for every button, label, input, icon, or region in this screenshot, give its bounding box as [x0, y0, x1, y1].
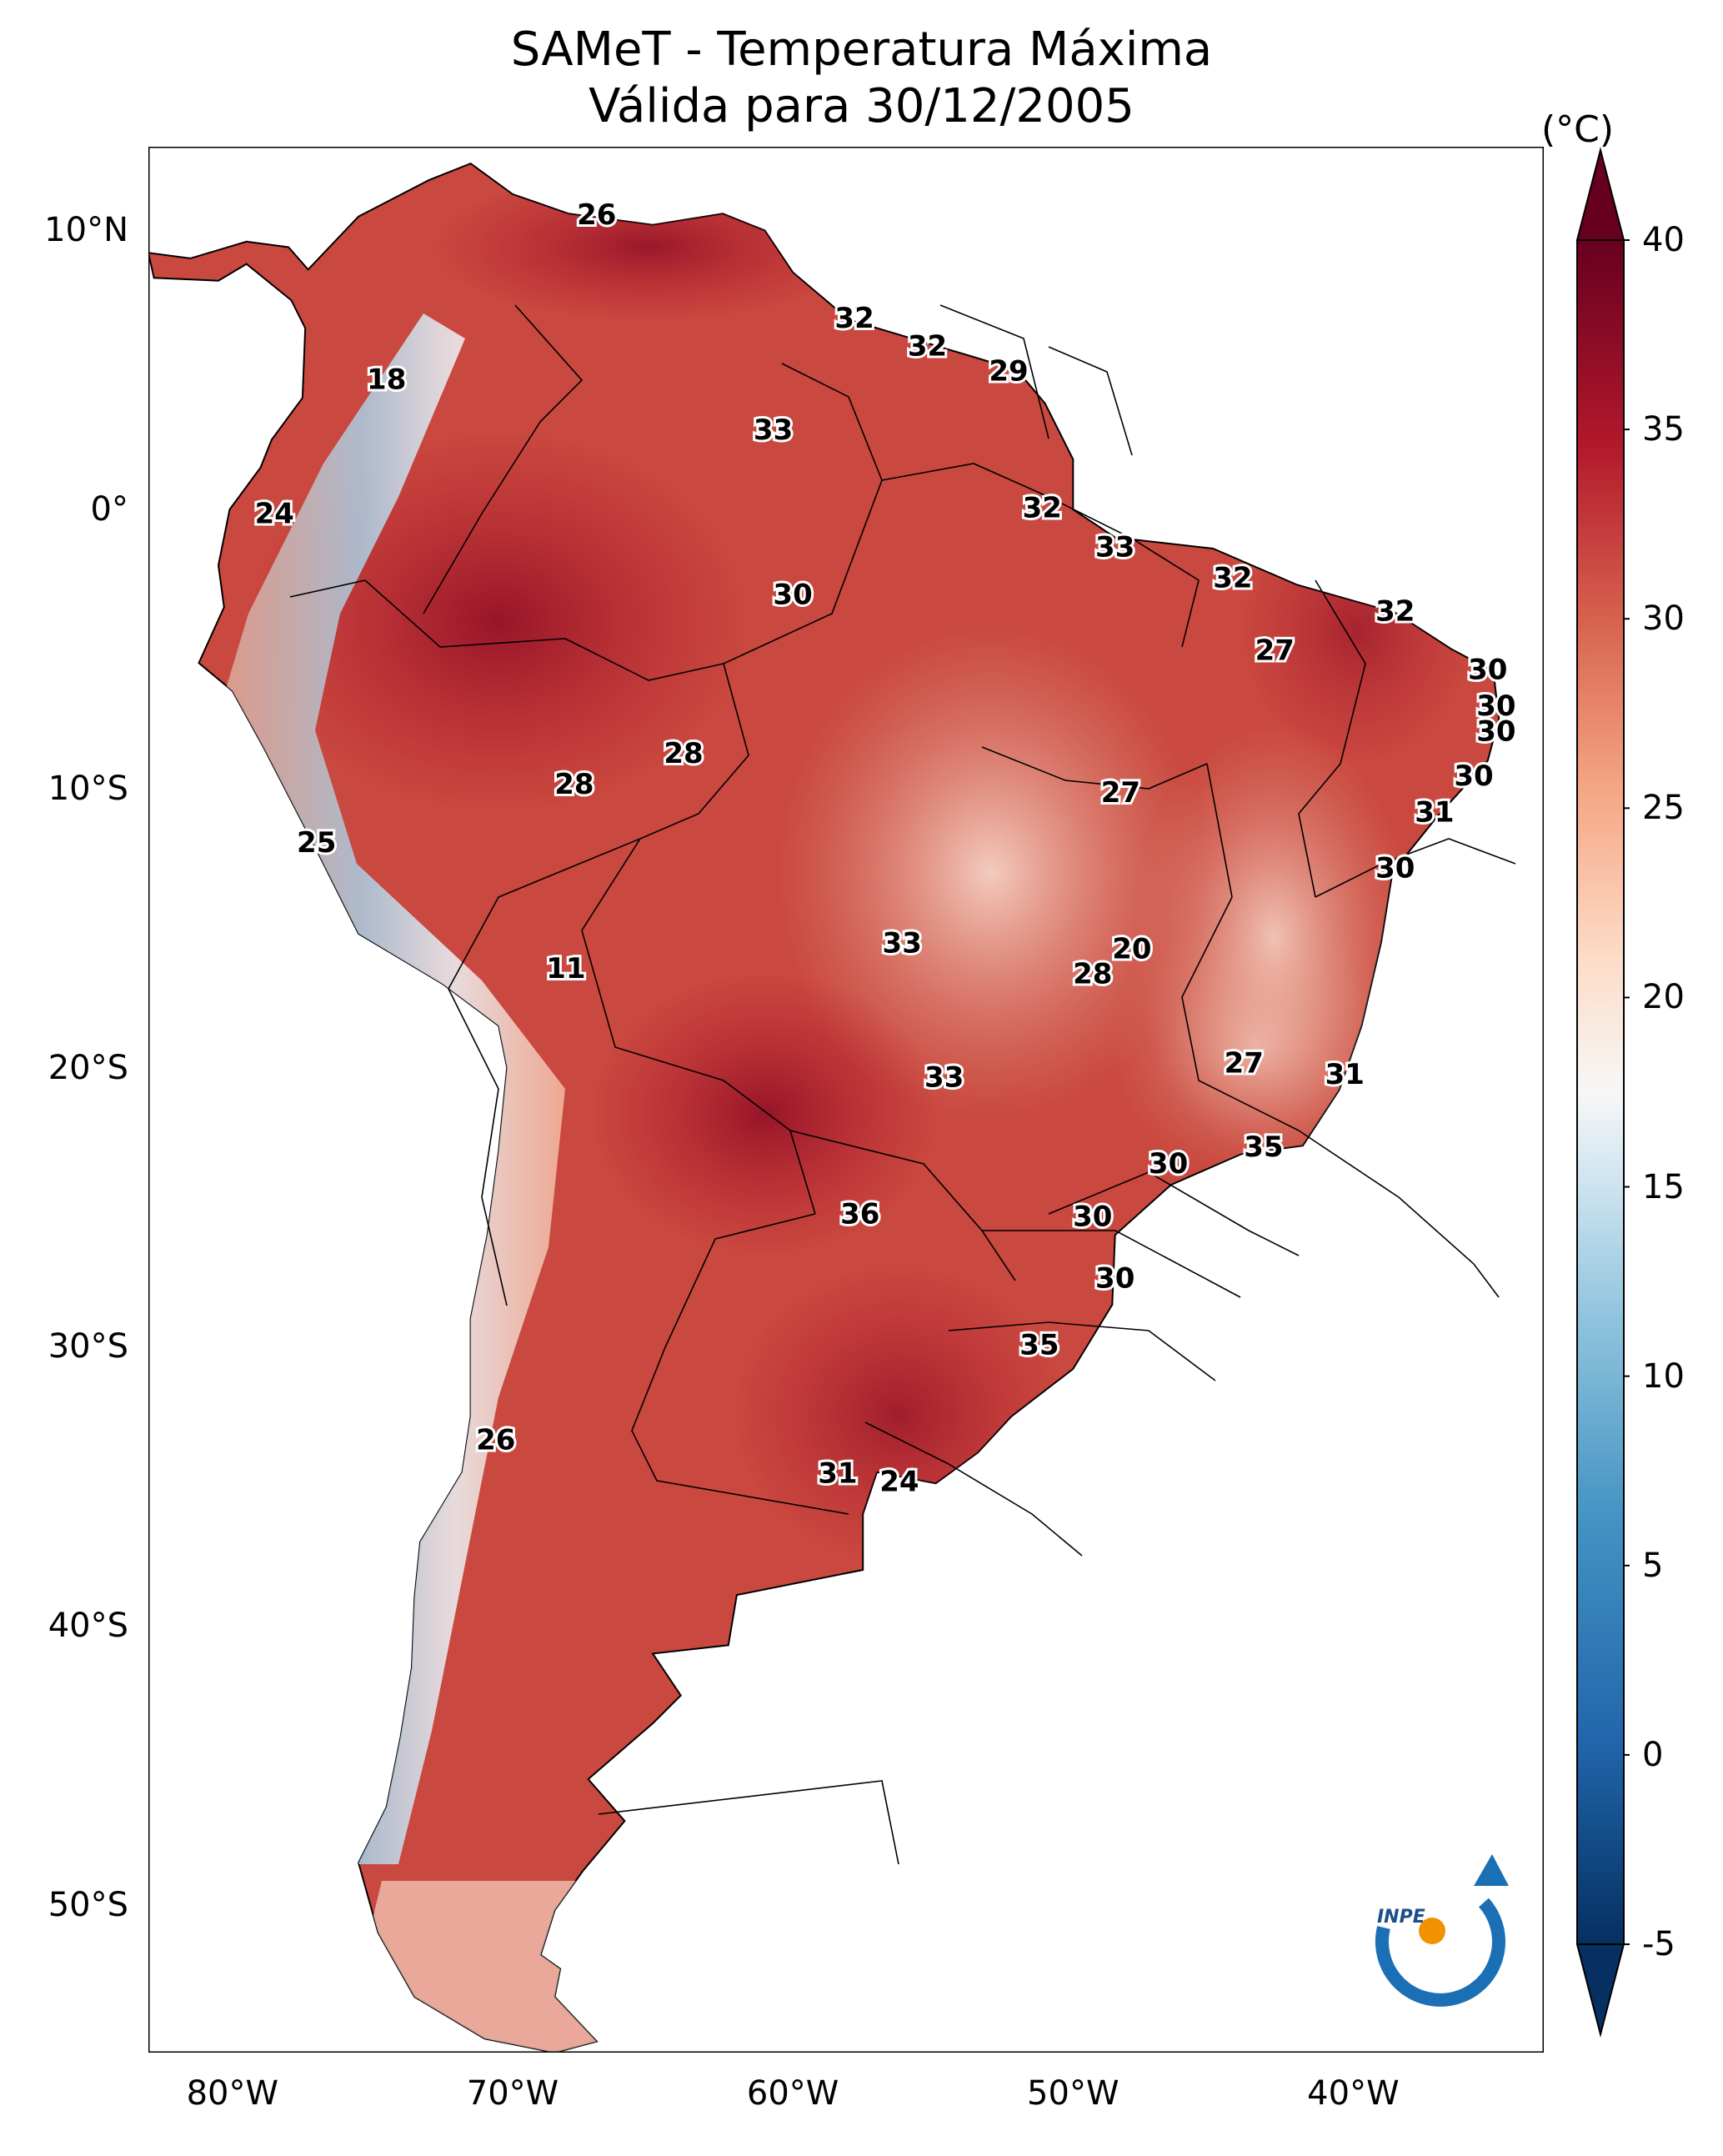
station-value-label: 30 — [1468, 654, 1507, 687]
station-value-label: 32 — [1375, 594, 1415, 628]
latitude-tick-label: 0° — [90, 490, 128, 529]
station-value-label: 30 — [1095, 1261, 1134, 1295]
colorbar-tick-label: 10 — [1642, 1356, 1685, 1396]
station-value-label: 30 — [1476, 689, 1515, 723]
station-value-label: 35 — [1244, 1131, 1283, 1164]
latitude-tick-label: 20°S — [48, 1048, 128, 1087]
station-value-label: 30 — [1149, 1147, 1188, 1181]
station-value-label: 31 — [818, 1457, 857, 1491]
country-borders — [289, 304, 1516, 1865]
colorbar-tick-label: 25 — [1642, 789, 1685, 828]
station-value-label: 31 — [1325, 1058, 1365, 1091]
map-title-line2: Válida para 30/12/2005 — [589, 79, 1134, 133]
latitude-tick-label: 50°S — [48, 1885, 128, 1924]
inpe-logo-text: INPE — [1377, 1907, 1425, 1928]
station-value-label: 20 — [1112, 932, 1151, 965]
station-value-label: 28 — [554, 768, 594, 801]
station-value-label: 27 — [1101, 776, 1140, 810]
longitude-tick-label: 70°W — [466, 2074, 559, 2113]
latitude-tick-label: 10°N — [44, 211, 128, 250]
station-value-label: 25 — [297, 826, 336, 860]
station-value-label: 33 — [883, 927, 922, 960]
station-value-label: 33 — [924, 1060, 964, 1094]
colorbar-tick-label: 0 — [1642, 1735, 1664, 1774]
station-value-label: 24 — [255, 497, 294, 530]
longitude-tick-label: 60°W — [746, 2074, 839, 2113]
colorbar-tick-label: 15 — [1642, 1167, 1685, 1206]
colorbar-gradient — [1576, 239, 1625, 1945]
station-value-label: 30 — [1454, 760, 1493, 793]
station-value-label: 32 — [908, 330, 947, 364]
station-value-label: 32 — [834, 302, 874, 335]
colorbar-tick-label: -5 — [1642, 1925, 1675, 1963]
field-central-brazil — [774, 622, 1207, 1122]
colorbar-top-extension — [1575, 147, 1625, 241]
colorbar-tick-label: 30 — [1642, 599, 1685, 639]
colorbar-unit: (°C) — [1541, 108, 1615, 151]
colorbar-tick-label: 20 — [1642, 978, 1685, 1017]
longitude-tick-label: 50°W — [1027, 2074, 1119, 2113]
inpe-logo-swirl-icon — [1375, 1898, 1505, 2007]
station-value-label: 32 — [1023, 492, 1062, 525]
map-title-line1: SAMeT - Temperatura Máxima — [510, 23, 1213, 77]
colorbar-tick-label: 5 — [1642, 1546, 1664, 1585]
latitude-tick-label: 30°S — [48, 1327, 128, 1366]
station-value-label: 27 — [1255, 634, 1295, 667]
field-andes-cold — [198, 313, 565, 1864]
station-value-label: 30 — [1073, 1201, 1112, 1234]
field-chaco-core — [590, 972, 940, 1256]
station-value-label: 29 — [989, 355, 1028, 389]
station-value-label: 28 — [664, 737, 703, 770]
station-value-label: 11 — [546, 952, 585, 985]
station-value-label: 35 — [1019, 1329, 1059, 1362]
continent-layer — [148, 162, 1500, 2053]
station-value-label: 33 — [1095, 531, 1134, 564]
longitude-tick-label: 40°W — [1307, 2074, 1400, 2113]
inpe-logo-arrow-icon — [1474, 1854, 1509, 1886]
station-value-label: 24 — [879, 1466, 919, 1499]
station-value-label: 30 — [1375, 851, 1415, 885]
station-value-label: 31 — [1415, 795, 1454, 829]
station-value-label: 33 — [754, 414, 793, 447]
station-value-label: 18 — [367, 364, 406, 397]
station-value-label: 28 — [1073, 958, 1112, 991]
inpe-logo-dot-icon — [1419, 1918, 1445, 1944]
latitude-tick-label: 10°S — [48, 769, 128, 808]
station-value-label: 36 — [840, 1197, 879, 1231]
latitude-tick-label: 40°S — [48, 1606, 128, 1645]
station-value-label: 30 — [773, 578, 812, 611]
longitude-tick-label: 80°W — [186, 2074, 279, 2113]
station-value-label: 26 — [577, 198, 616, 232]
station-value-label: 32 — [1213, 561, 1252, 594]
colorbar-bottom-extension — [1575, 1943, 1625, 2038]
inpe-logo: INPE — [1375, 1854, 1509, 2007]
station-value-label: 27 — [1225, 1047, 1264, 1081]
colorbar-tick-label: 35 — [1642, 410, 1685, 449]
station-value-label: 30 — [1476, 714, 1515, 748]
station-value-label: 26 — [476, 1424, 515, 1457]
colorbar-tick-label: 40 — [1642, 221, 1685, 259]
colorbar-tickmarks — [1624, 239, 1630, 1945]
colorbar — [1575, 147, 1630, 2038]
